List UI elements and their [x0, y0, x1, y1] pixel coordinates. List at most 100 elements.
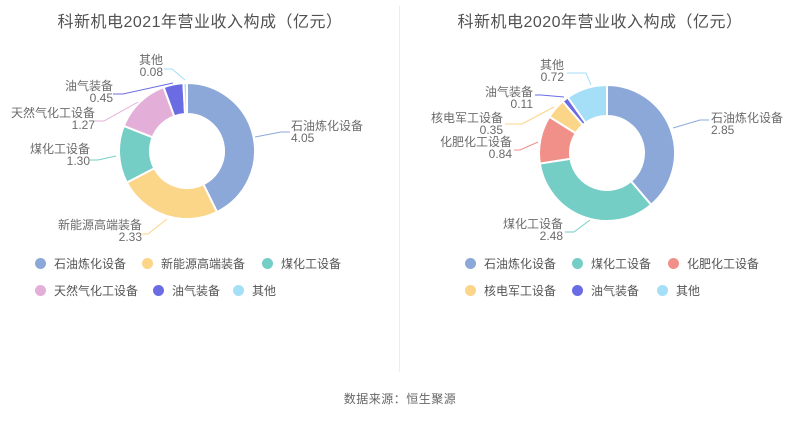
callout-nuclear-military: 核电军工设备 0.35: [413, 112, 503, 136]
leader-line-coal-chemical: [90, 155, 117, 161]
callout-value: 4.05: [291, 131, 315, 145]
legend-item-other[interactable]: 其他: [233, 284, 277, 298]
callout-natural-gas: 天然气化工设备 1.27: [0, 107, 95, 131]
legend-item-petroleum-refining-equipment[interactable]: 石油炼化设备: [35, 257, 127, 271]
leader-line-oil-gas: [535, 94, 565, 98]
legend-item-petroleum-refining-equipment[interactable]: 石油炼化设备: [465, 257, 557, 271]
chart-2020-title: 科新机电2020年营业收入构成（亿元）: [457, 14, 743, 31]
leader-line-petroleum-refining: [672, 119, 709, 129]
chart-2021-panel: 科新机电2021年营业收入构成（亿元） 石油炼化设备 4.05 新能源高端装备 …: [0, 0, 400, 340]
legend-item-new-energy-high-end-equipment[interactable]: 新能源高端装备: [142, 257, 246, 271]
callout-value: 0.11: [510, 97, 533, 111]
pie-slice-petroleum-refining-equipment[interactable]: [606, 84, 676, 206]
legend-item-coal-chemical-equipment[interactable]: 煤化工设备: [572, 257, 652, 271]
callout-other: 其他 0.08: [103, 54, 163, 78]
callout-petroleum-refining: 石油炼化设备 2.85: [711, 112, 800, 136]
callout-name: 石油炼化设备: [711, 111, 784, 125]
callout-name: 其他: [539, 58, 564, 72]
donut-chart-2020: [505, 72, 709, 233]
callout-name: 其他: [138, 53, 163, 67]
legend-item-oil-gas-equipment[interactable]: 油气装备: [153, 284, 221, 298]
leader-line-oil-gas: [113, 82, 174, 95]
panel-divider: [399, 6, 400, 372]
callout-name: 新能源高端装备: [57, 218, 142, 232]
legend-swatch: [572, 285, 583, 296]
legend-item-oil-gas-equipment[interactable]: 油气装备: [572, 284, 640, 298]
legend-label: 新能源高端装备: [161, 257, 246, 271]
pie-slice-coal-chemical-equipment[interactable]: [538, 157, 653, 222]
legend-item-natural-gas-chemical-equipment[interactable]: 天然气化工设备: [35, 284, 139, 298]
callout-name: 天然气化工设备: [10, 106, 95, 120]
callout-value: 1.30: [66, 154, 90, 168]
callout-oil-gas: 油气装备 0.45: [33, 80, 113, 104]
legend-swatch: [153, 285, 164, 296]
legend-label: 石油炼化设备: [54, 257, 127, 271]
callout-name: 油气装备: [64, 79, 113, 93]
legend-label: 煤化工设备: [281, 257, 342, 271]
donut-chart-2021: [90, 68, 290, 235]
legend-swatch: [142, 258, 153, 269]
legend-label: 油气装备: [172, 284, 221, 298]
callout-new-energy: 新能源高端装备 2.33: [42, 219, 142, 243]
callout-value: 0.72: [540, 70, 564, 84]
legend-item-coal-chemical-equipment[interactable]: 煤化工设备: [262, 257, 342, 271]
leader-line-other: [164, 68, 186, 81]
legend-item-nuclear-military-equipment[interactable]: 核电军工设备: [465, 284, 557, 298]
callout-value: 0.08: [139, 65, 163, 79]
leader-line-coal-chemical: [565, 219, 591, 233]
legend-swatch: [657, 285, 668, 296]
chart-2020-panel: 科新机电2020年营业收入构成（亿元） 石油炼化设备 2.85 煤化工设备 2.…: [400, 0, 800, 340]
chart-2021-title: 科新机电2021年营业收入构成（亿元）: [57, 14, 343, 31]
pie-slice-other[interactable]: [182, 82, 188, 116]
legend-label: 核电军工设备: [484, 284, 557, 298]
pie-slice-other[interactable]: [566, 84, 608, 124]
legend-label: 化肥化工设备: [687, 257, 760, 271]
callout-name: 石油炼化设备: [291, 119, 364, 133]
legend-swatch: [465, 258, 476, 269]
leader-line-fertilizer-chemical: [514, 141, 539, 151]
legend-swatch: [35, 285, 46, 296]
leader-line-other: [567, 72, 592, 86]
callout-petroleum-refining: 石油炼化设备 4.05: [291, 120, 391, 144]
callout-name: 化肥化工设备: [439, 135, 512, 149]
callout-value: 2.48: [539, 229, 563, 243]
donut-2020-slices: [538, 84, 676, 222]
legend-label: 煤化工设备: [591, 257, 652, 271]
callout-coal-chemical: 煤化工设备 1.30: [10, 143, 90, 167]
leader-line-new-energy: [142, 218, 168, 235]
legend-item-other[interactable]: 其他: [657, 284, 701, 298]
donut-2021-slices: [118, 82, 256, 220]
callout-value: 0.84: [488, 147, 512, 161]
callout-value: 0.35: [479, 123, 503, 137]
legend-label: 其他: [252, 284, 277, 298]
legend-item-fertilizer-chemical-equipment[interactable]: 化肥化工设备: [668, 257, 760, 271]
callout-coal-chemical: 煤化工设备 2.48: [463, 218, 563, 242]
leader-line-petroleum-refining: [254, 131, 290, 138]
data-source-note: 数据来源：恒生聚源: [343, 392, 457, 406]
legend-label: 天然气化工设备: [54, 284, 139, 298]
legend-swatch: [262, 258, 273, 269]
callout-value: 2.85: [711, 123, 735, 137]
legend-swatch: [233, 285, 244, 296]
legend-swatch: [35, 258, 46, 269]
leader-line-natural-gas: [95, 101, 139, 122]
callout-value: 2.33: [118, 230, 142, 244]
legend-label: 油气装备: [591, 284, 640, 298]
callout-value: 1.27: [71, 118, 95, 132]
legend-swatch: [668, 258, 679, 269]
callout-name: 煤化工设备: [29, 142, 90, 156]
pie-slice-petroleum-refining-equipment[interactable]: [186, 82, 256, 214]
legend-swatch: [465, 285, 476, 296]
callout-name: 油气装备: [484, 85, 533, 99]
legend-label: 石油炼化设备: [484, 257, 557, 271]
legend-swatch: [572, 258, 583, 269]
leader-line-nuclear-military: [505, 106, 555, 125]
callout-fertilizer-chemical: 化肥化工设备 0.84: [432, 136, 512, 160]
callout-other: 其他 0.72: [504, 59, 564, 83]
callout-oil-gas: 油气装备 0.11: [453, 86, 533, 110]
callout-name: 煤化工设备: [502, 217, 563, 231]
legend-label: 其他: [676, 284, 701, 298]
callout-name: 核电军工设备: [430, 111, 503, 125]
callout-value: 0.45: [89, 91, 113, 105]
